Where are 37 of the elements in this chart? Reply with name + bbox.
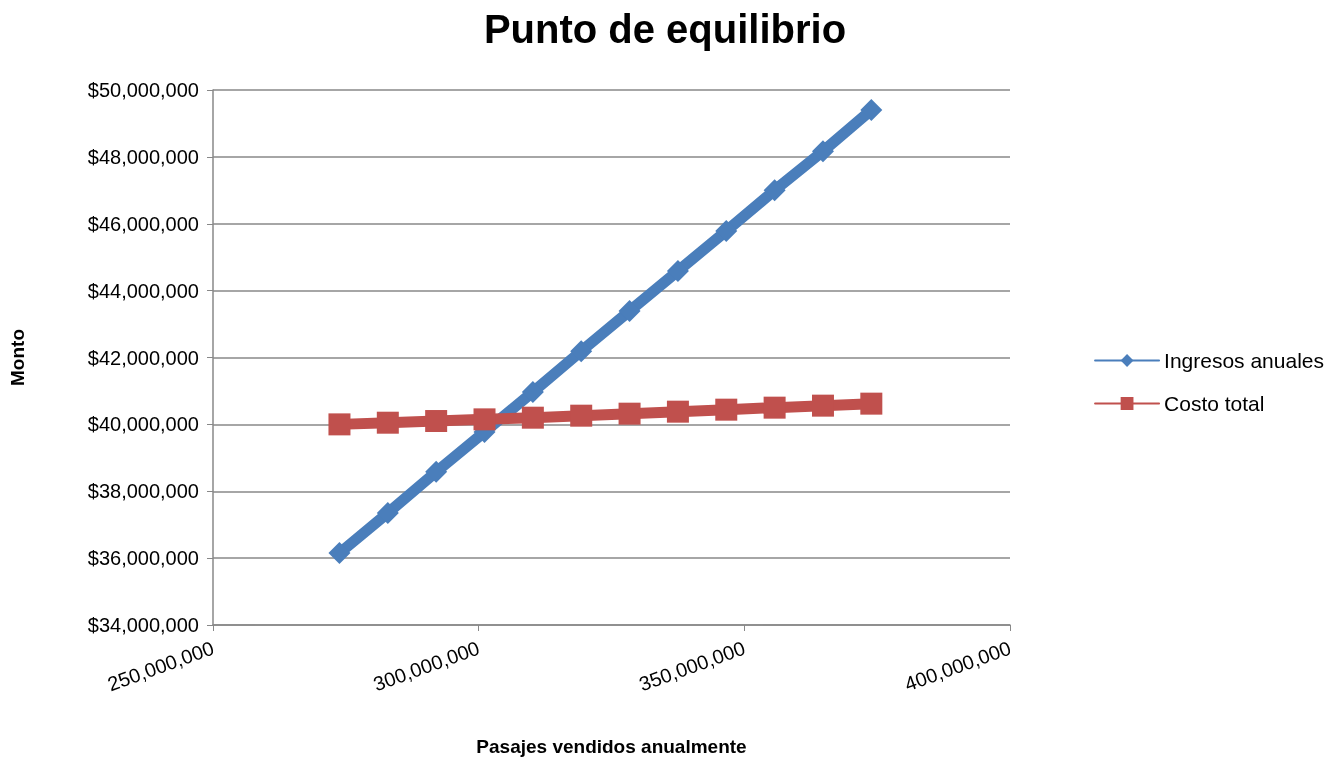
point: [521, 380, 544, 403]
y-tick-label: $36,000,000: [87, 547, 199, 570]
y-tick-label: $50,000,000: [87, 79, 199, 101]
y-tick-label: $46,000,000: [87, 212, 199, 235]
point: [811, 394, 834, 417]
point: [328, 413, 351, 436]
point: [763, 396, 786, 419]
point: [328, 542, 351, 565]
point: [425, 410, 448, 433]
y-tick-label: $34,000,000: [87, 614, 199, 636]
y-tick-label: $40,000,000: [87, 413, 199, 436]
legend-label: Ingresos anuales: [1164, 349, 1325, 372]
chart-title: Punto de equilibrio: [483, 7, 847, 51]
point: [618, 300, 641, 323]
point: [570, 340, 593, 363]
point: [570, 404, 593, 427]
y-tick-label: $38,000,000: [87, 480, 199, 503]
y-tick-label: $44,000,000: [87, 279, 199, 302]
point: [860, 392, 883, 415]
y-tick-label: $42,000,000: [87, 346, 199, 369]
point: [811, 140, 834, 163]
point: [473, 408, 496, 431]
point: [376, 501, 399, 524]
point: [666, 259, 689, 282]
point: [618, 402, 641, 425]
point: [666, 400, 689, 423]
point: [425, 460, 448, 483]
point: [715, 398, 738, 421]
point: [715, 220, 738, 243]
point: [763, 179, 786, 202]
point: [521, 406, 544, 429]
y-tick-label: $48,000,000: [87, 145, 199, 168]
point: [376, 411, 399, 434]
point: [860, 99, 883, 122]
x-axis-title: Pasajes vendidos anualmente: [476, 736, 747, 757]
y-axis-title: Monto: [7, 329, 28, 386]
legend-label: Costo total: [1164, 392, 1265, 415]
